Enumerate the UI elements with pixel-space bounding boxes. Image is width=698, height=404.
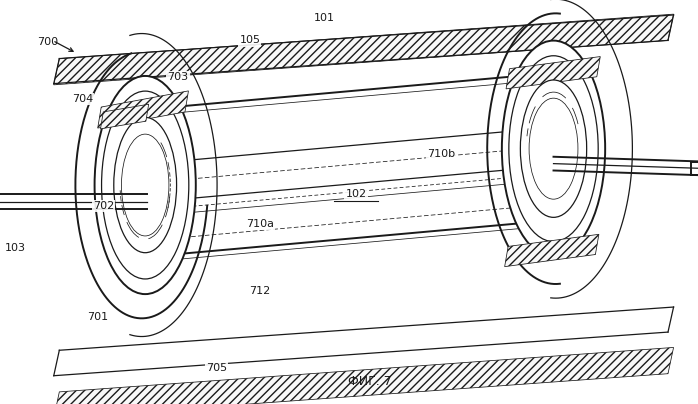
- Ellipse shape: [102, 91, 188, 279]
- Text: ФИГ. 7: ФИГ. 7: [348, 375, 392, 388]
- Ellipse shape: [520, 80, 586, 217]
- Ellipse shape: [95, 76, 195, 294]
- Text: 705: 705: [206, 363, 227, 372]
- Text: 710b: 710b: [427, 149, 455, 158]
- Polygon shape: [98, 91, 188, 128]
- Polygon shape: [506, 57, 600, 89]
- Ellipse shape: [529, 98, 578, 199]
- Text: 701: 701: [87, 312, 108, 322]
- Text: 703: 703: [168, 72, 188, 82]
- Ellipse shape: [114, 117, 177, 253]
- Text: 101: 101: [314, 13, 335, 23]
- Text: 710a: 710a: [246, 219, 274, 229]
- Ellipse shape: [121, 134, 169, 236]
- Text: 704: 704: [72, 94, 93, 104]
- Polygon shape: [54, 347, 674, 404]
- Text: 702: 702: [93, 201, 114, 211]
- Ellipse shape: [502, 40, 605, 257]
- Polygon shape: [505, 234, 599, 267]
- Text: 700: 700: [37, 38, 58, 47]
- Text: 105: 105: [239, 36, 260, 45]
- Text: 103: 103: [5, 244, 26, 253]
- Text: 102: 102: [346, 189, 366, 199]
- Ellipse shape: [509, 56, 598, 242]
- Polygon shape: [54, 14, 674, 85]
- Text: 712: 712: [249, 286, 270, 296]
- Polygon shape: [101, 104, 149, 129]
